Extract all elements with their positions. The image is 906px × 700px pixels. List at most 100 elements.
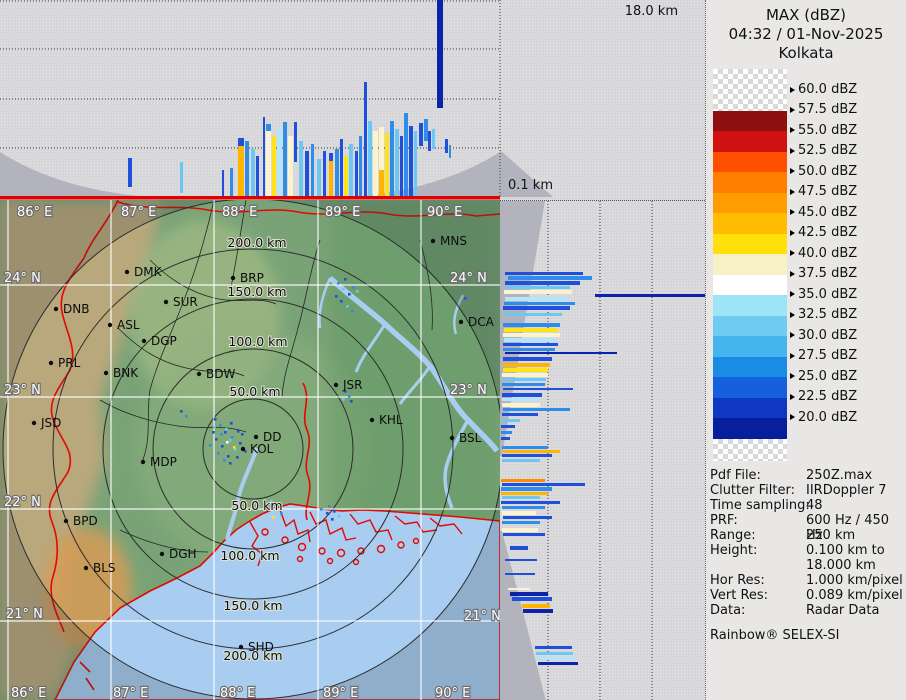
legend-swatch — [713, 151, 787, 173]
software-brand: Rainbow® SELEX-SI — [710, 628, 840, 643]
city-dot — [238, 644, 244, 650]
top-profile-max-height-label: 18.0 km — [624, 4, 678, 19]
ring-distance-label: 200.0 km — [227, 235, 286, 250]
legend-value-label: 40.0 dBZ — [798, 245, 858, 261]
legend-value-label: 20.0 dBZ — [798, 409, 858, 425]
info-row-value: Radar Data — [806, 603, 880, 618]
info-row-value: 48 — [806, 498, 823, 513]
info-row: Clutter Filter: IIRDoppler 7 — [706, 483, 906, 498]
city-markers: MNS DMK BRP SUR DNB DCA ASL DGP PRL BNK BDW JSR KHL J… — [31, 234, 495, 654]
side-height-profile-panel[interactable] — [500, 200, 705, 700]
range-rings — [2, 200, 500, 700]
map-echo-pixels — [180, 278, 467, 521]
latlon-label: 23° N — [450, 383, 487, 398]
side-height-gridlines — [547, 201, 653, 700]
station-name: Kolkata — [778, 44, 834, 62]
latlon-gridlines — [0, 200, 500, 700]
city-label: JSD — [40, 416, 61, 430]
latlon-label: 89° E — [325, 205, 360, 220]
city-label: DD — [263, 430, 281, 444]
legend-swatch — [713, 315, 787, 337]
city-dot — [63, 518, 69, 524]
legend-value-label: 60.0 dBZ — [798, 82, 858, 97]
radar-map-panel[interactable]: 200.0 km 150.0 km 100.0 km 50.0 km 50.0 km 10… — [0, 200, 500, 700]
city-dot — [240, 446, 246, 452]
top-height-profile-panel[interactable]: 18.0 km 0.1 km — [0, 0, 705, 200]
latlon-label: 21° N — [464, 609, 500, 624]
legend-swatch-above-max — [713, 69, 787, 111]
city-label: DNB — [63, 302, 89, 316]
legend-swatch — [713, 172, 787, 193]
city-dot — [159, 551, 165, 557]
legend-tick-arrow — [790, 332, 795, 339]
latlon-label: 24° N — [450, 271, 487, 286]
legend-value-label: 37.5 dBZ — [798, 266, 858, 282]
city-dot — [253, 434, 259, 440]
city-dot — [124, 269, 130, 275]
legend-value-label: 50.0 dBZ — [798, 163, 858, 179]
info-row-value: 250Z.max — [806, 468, 873, 483]
legend-swatch — [713, 336, 787, 357]
side-echo-bars — [501, 272, 705, 665]
info-row: Vert Res: 0.089 km/pixel — [706, 588, 906, 603]
info-row: Pdf File: 250Z.max — [706, 468, 906, 483]
city-dot — [48, 360, 54, 366]
ring-distance-label: 100.0 km — [228, 334, 287, 349]
city-dot — [430, 238, 436, 244]
city-label: KOL — [250, 442, 274, 456]
city-dot — [196, 371, 202, 377]
side-profile-plot — [500, 201, 705, 700]
info-row-label: Pdf File: — [710, 468, 761, 483]
sundarbans-coast — [249, 509, 463, 567]
latlon-label: 90° E — [435, 686, 470, 700]
legend-value-label: 25.0 dBZ — [798, 368, 858, 384]
ring-distance-labels: 200.0 km 150.0 km 100.0 km 50.0 km 50.0 km 10… — [219, 234, 288, 664]
city-label: SHD — [248, 640, 274, 654]
info-row: PRF: 600 Hz / 450 Hz — [706, 513, 906, 543]
city-label: KHL — [379, 413, 403, 427]
city-label: SUR — [173, 295, 198, 309]
legend-value-label: 27.5 dBZ — [798, 348, 858, 364]
info-row-value: 1.000 km/pixel — [806, 573, 903, 588]
legend-swatch — [713, 131, 787, 152]
top-blind-wedges — [0, 150, 553, 197]
city-label: JSR — [342, 378, 363, 392]
info-row-value: 0.089 km/pixel — [806, 588, 903, 603]
city-label: BPD — [73, 514, 98, 528]
latlon-label: 88° E — [222, 205, 257, 220]
legend-swatch — [713, 295, 787, 316]
latlon-label: 88° E — [220, 686, 255, 700]
city-dot — [141, 338, 147, 344]
city-dot — [31, 420, 37, 426]
info-row-value: 0.100 km to 18.000 km — [806, 543, 885, 573]
legend-swatch — [713, 254, 787, 275]
city-label: BRP — [240, 271, 264, 285]
product-info-block: Pdf File: 250Z.max Clutter Filter: IIRDoppl… — [706, 468, 906, 643]
product-name: MAX (dBZ) — [765, 6, 847, 24]
latlon-label: 89° E — [323, 686, 358, 700]
city-label: BNK — [113, 366, 139, 380]
top-echo-bars — [128, 0, 451, 197]
ring-distance-label: 200.0 km — [223, 648, 282, 663]
info-legend-panel: MAX (dBZ) 04:32 / 01-Nov-2025 Kolkata 60… — [705, 0, 906, 700]
legend-tick-arrow — [790, 291, 795, 298]
latlon-label: 86° E — [17, 205, 52, 220]
legend-tick-arrow — [790, 352, 795, 359]
legend-value-label: 35.0 dBZ — [798, 286, 858, 302]
ring-distance-label: 150.0 km — [223, 598, 282, 613]
top-height-gridlines — [0, 0, 501, 197]
latlon-label: 87° E — [113, 686, 148, 700]
legend-value-label: 22.5 dBZ — [798, 389, 858, 405]
city-label: DMK — [134, 265, 163, 279]
city-label: DCA — [468, 315, 495, 329]
legend-swatch — [713, 213, 787, 234]
cross-section-marker-line — [0, 196, 500, 200]
city-dot — [369, 417, 375, 423]
info-row-value: 600 Hz / 450 Hz — [806, 513, 890, 543]
legend-tick-arrow — [790, 250, 795, 257]
city-label: BDW — [206, 367, 235, 381]
city-dot — [53, 306, 59, 312]
dbz-color-legend: 60.0 dBZ 57.5 dBZ 55.0 dBZ 52.5 dBZ 50.0 dBZ… — [706, 0, 906, 470]
legend-swatch — [713, 233, 787, 255]
